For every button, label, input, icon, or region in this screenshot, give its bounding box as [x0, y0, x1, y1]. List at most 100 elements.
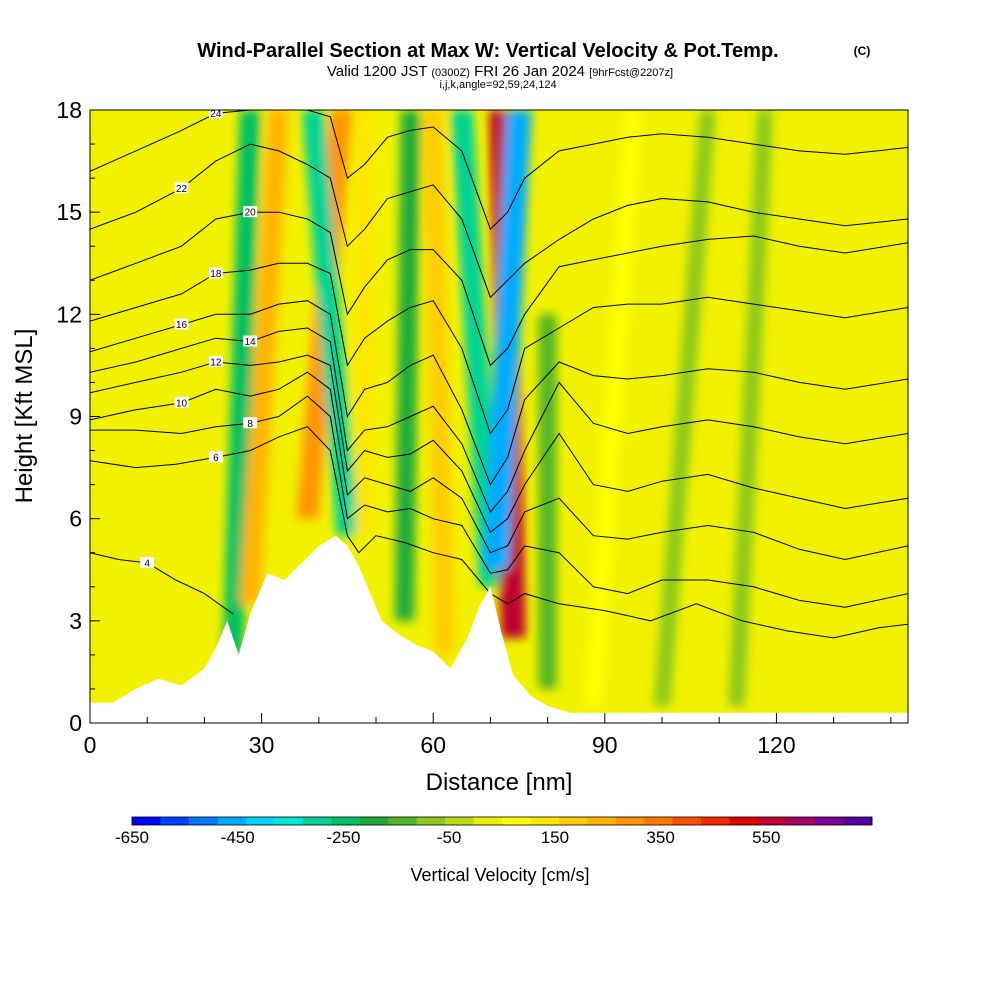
- colorbar-swatch: [843, 817, 873, 825]
- velocity-band: [239, 110, 290, 604]
- y-tick-label: 18: [56, 97, 82, 123]
- colorbar: -650 -450 -250 -50 150 350 550: [115, 816, 873, 847]
- contour-label-bg: [243, 417, 258, 429]
- theta-contours: 4 6 8 10 12 14 16 18 20 22 24: [90, 109, 908, 639]
- forecast-info: [9hrFcst@2207z]: [589, 67, 673, 79]
- contour-label: 6: [213, 453, 219, 464]
- velocity-band: [653, 110, 717, 706]
- x-tick-label: 90: [592, 732, 618, 758]
- x-tick-label: 60: [420, 732, 446, 758]
- velocity-band: [728, 110, 774, 706]
- y-tick-label: 3: [69, 608, 82, 634]
- colorbar-swatch: [473, 817, 503, 825]
- y-tick-label: 0: [69, 710, 82, 736]
- contour-label-bg: [208, 356, 223, 368]
- velocity-band: [423, 110, 455, 655]
- theta-contour-line: [90, 426, 908, 639]
- colorbar-tick-label: -450: [221, 828, 255, 847]
- contour-label: 16: [176, 320, 188, 331]
- colorbar-swatch: [132, 817, 161, 825]
- theta-contour-line: [90, 143, 908, 299]
- contour-label-bg: [174, 318, 189, 330]
- theta-contour-line: [90, 110, 908, 231]
- plot-area: 4 6 8 10 12 14 16 18 20 22 24: [90, 109, 908, 723]
- colorbar-swatch: [701, 817, 731, 825]
- colorbar-swatch: [359, 817, 389, 825]
- colorbar-swatch: [558, 817, 588, 825]
- terrain-mask: [90, 535, 908, 723]
- colorbar-swatch: [786, 817, 816, 825]
- velocity-band: [483, 110, 532, 570]
- colorbar-swatch: [815, 817, 845, 825]
- contour-label: 22: [176, 184, 188, 195]
- velocity-band: [585, 110, 642, 706]
- valid-date: FRI 26 Jan 2024: [474, 63, 585, 80]
- contour-label-bg: [208, 267, 223, 279]
- colorbar-swatch: [644, 817, 674, 825]
- y-tick-label: 12: [56, 301, 82, 327]
- contour-label: 12: [210, 358, 222, 369]
- contour-label: 4: [144, 558, 150, 569]
- contour-label: 20: [245, 208, 257, 219]
- colorbar-tick-label: 150: [541, 828, 569, 847]
- contour-label: 18: [210, 269, 222, 280]
- colorbar-tick-label: 550: [752, 828, 780, 847]
- colorbar-swatch: [445, 817, 475, 825]
- copyright-mark: (C): [854, 44, 871, 58]
- theta-contour-line: [90, 371, 908, 561]
- colorbar-swatch: [416, 817, 446, 825]
- velocity-band: [355, 110, 374, 536]
- y-tick-label: 15: [56, 199, 82, 225]
- contour-label-bg: [174, 396, 189, 408]
- colorbar-label: Vertical Velocity [cm/s]: [410, 865, 589, 885]
- theta-contour-line: [90, 354, 908, 534]
- theta-contour-line: [90, 262, 908, 435]
- y-axis-label: Height [Kft MSL]: [11, 329, 38, 504]
- colorbar-swatch: [160, 817, 190, 825]
- grid-indices: i,j,k,angle=92,59,24,124: [439, 79, 556, 91]
- x-tick-label: 120: [757, 732, 795, 758]
- contour-label: 14: [245, 337, 257, 348]
- colorbar-swatch: [388, 817, 418, 825]
- y-tick-label: 6: [69, 506, 82, 532]
- colorbar-swatch: [274, 817, 304, 825]
- colorbar-frame: [131, 816, 873, 826]
- contour-label: 24: [210, 109, 222, 120]
- x-tick-label: 0: [84, 732, 97, 758]
- colorbar-swatch: [302, 817, 332, 825]
- colorbar-tick-label: 350: [646, 828, 674, 847]
- colorbar-swatch: [331, 817, 361, 825]
- colorbar-tick-label: -250: [326, 828, 360, 847]
- y-tick-label: 9: [69, 404, 82, 430]
- valid-time-line: Valid 1200 JST (0300Z) FRI 26 Jan 2024 […: [327, 63, 673, 80]
- contour-label-bg: [208, 110, 223, 119]
- x-tick-label: 30: [249, 732, 275, 758]
- velocity-band: [222, 110, 261, 655]
- colorbar-swatch: [615, 817, 645, 825]
- contour-label-bg: [208, 451, 223, 463]
- chart-title: Wind-Parallel Section at Max W: Vertical…: [197, 40, 778, 62]
- colorbar-tick-label: -50: [437, 828, 462, 847]
- contour-label: 8: [247, 419, 253, 430]
- colorbar-tick-label: -650: [115, 828, 149, 847]
- contour-label-bg: [243, 335, 258, 347]
- x-axis: 0 30 60 90 120: [84, 713, 892, 758]
- colorbar-swatch: [530, 817, 560, 825]
- contour-label-bg: [243, 206, 258, 218]
- velocity-band: [538, 314, 557, 689]
- colorbar-swatch: [729, 817, 759, 825]
- theta-contour-line: [90, 552, 234, 615]
- y-axis: 0 3 6 9 12 15 18: [56, 97, 100, 736]
- colorbar-swatch: [587, 817, 617, 825]
- valid-zulu: (0300Z): [431, 67, 470, 79]
- theta-contour-line: [90, 300, 908, 486]
- colorbar-swatch: [758, 817, 788, 825]
- colorbar-swatch: [672, 817, 702, 825]
- contour-label-bg: [140, 556, 155, 568]
- contour-label-bg: [174, 182, 189, 194]
- x-axis-label: Distance [nm]: [426, 769, 573, 796]
- contour-label: 10: [176, 398, 188, 409]
- colorbar-swatch: [188, 817, 218, 825]
- colorbar-swatch: [502, 817, 531, 825]
